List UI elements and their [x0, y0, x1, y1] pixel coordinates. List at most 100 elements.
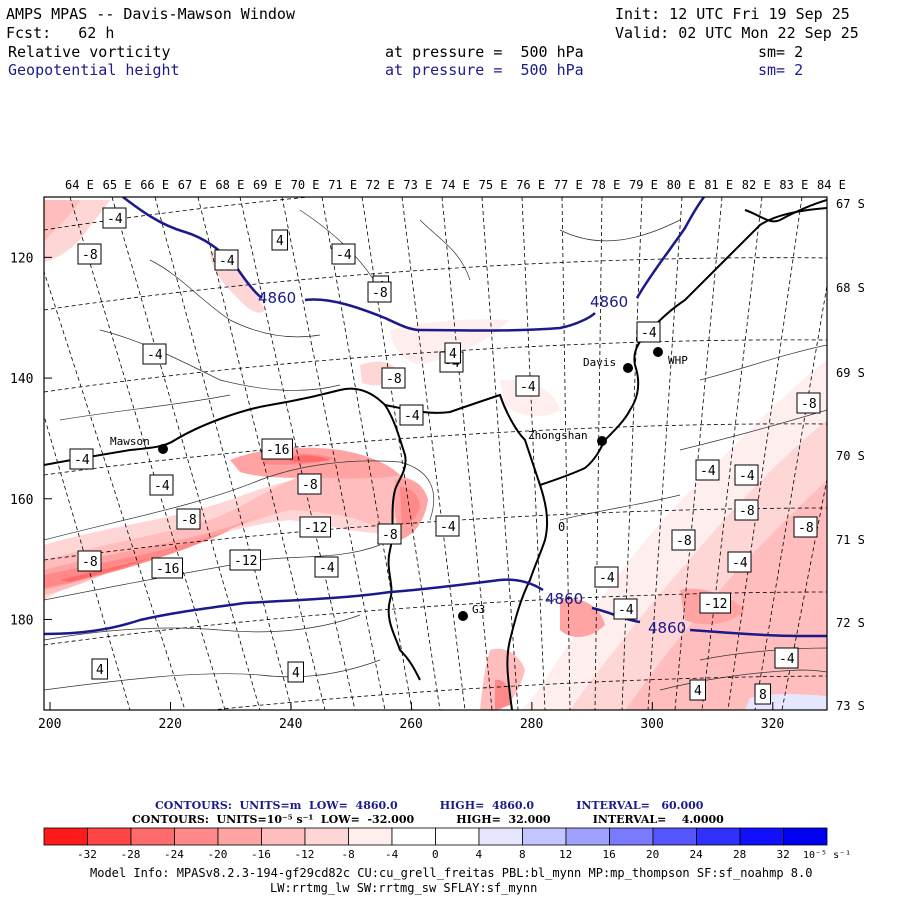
vorticity-contour-label: -4 [734, 464, 759, 486]
svg-text:-8: -8 [372, 286, 388, 301]
y-tick-label: 140 [10, 372, 33, 387]
vorticity-contour-label: -4 [142, 343, 167, 365]
vorticity-contour-label: 4 [444, 342, 461, 364]
station-label-g3: G3 [472, 603, 485, 616]
colorbar-label: 32 [777, 848, 790, 861]
vorticity-contour-label: 4 [91, 658, 108, 680]
y-tick-label: 160 [10, 493, 33, 508]
vorticity-contour-label: 8 [754, 683, 771, 705]
x-tick-label: 300 [640, 717, 663, 732]
colorbar-swatch [174, 827, 219, 846]
svg-text:4: 4 [694, 684, 702, 699]
lon-label: 74 E [441, 178, 470, 192]
colorbar-label: -16 [251, 848, 271, 861]
vorticity-contour-label: -4 [594, 566, 619, 588]
x-tick-label: 320 [761, 717, 784, 732]
lon-label: 77 E [554, 178, 583, 192]
svg-text:4: 4 [96, 663, 104, 678]
vorticity-contour-label: -8 [793, 516, 818, 538]
vorticity-contour-info: CONTOURS: UNITS=10⁻⁵ s⁻¹ LOW= -32.000 HI… [132, 813, 724, 826]
field2-smoothing: sm= 2 [758, 61, 804, 79]
colorbar-label: 0 [432, 848, 439, 861]
coastline [44, 199, 827, 710]
model-info-line2: LW:rrtmg_lw SW:rrtmg_sw SFLAY:sf_mynn [270, 881, 538, 895]
colorbar-label: 8 [519, 848, 526, 861]
colorbar-swatch [130, 827, 175, 846]
colorbar-label: 4 [476, 848, 483, 861]
init-time: Init: 12 UTC Fri 19 Sep 25 [615, 5, 850, 23]
vorticity-contour-label: -8 [734, 499, 759, 521]
vorticity-contour-label: -12 [229, 549, 261, 571]
station-label-mawson: Mawson [110, 435, 150, 448]
vorticity-contour-label: 0 [558, 520, 565, 534]
svg-text:-8: -8 [386, 372, 402, 387]
x-tick-label: 280 [520, 717, 543, 732]
svg-text:-8: -8 [82, 555, 98, 570]
vorticity-contour-label: -8 [297, 473, 322, 495]
vorticity-contour-label: -4 [69, 448, 94, 470]
lat-label: 67 S [836, 197, 865, 211]
lon-label: 68 E [215, 178, 244, 192]
colorbar-label: 16 [603, 848, 616, 861]
svg-text:-4: -4 [440, 520, 456, 535]
colorbar-swatch [652, 827, 697, 846]
svg-text:-8: -8 [82, 248, 98, 263]
svg-text:-8: -8 [798, 521, 814, 536]
svg-text:-4: -4 [618, 603, 634, 618]
vorticity-contour-label: -4 [314, 556, 339, 578]
field2-name: Geopotential height [8, 61, 180, 79]
lon-label: 82 E [742, 178, 771, 192]
colorbar-swatch [565, 827, 610, 846]
lon-label: 80 E [667, 178, 696, 192]
vorticity-contour-label: -4 [613, 598, 638, 620]
svg-text:-12: -12 [234, 554, 257, 569]
lon-label: 79 E [629, 178, 658, 192]
colorbar-swatch [261, 827, 306, 846]
svg-text:-4: -4 [74, 453, 90, 468]
svg-text:-4: -4 [520, 380, 536, 395]
lat-label: 73 S [836, 699, 865, 713]
colorbar-swatch [609, 827, 654, 846]
height-contour-label: 4860 [590, 293, 628, 311]
vorticity-contour-label: -4 [636, 321, 661, 343]
svg-text:-8: -8 [181, 513, 197, 528]
station-label-zhongshan: Zhongshan [528, 429, 588, 442]
station-label-whp: WHP [668, 354, 688, 367]
svg-text:-4: -4 [739, 469, 755, 484]
x-tick-label: 240 [279, 717, 302, 732]
colorbar-label: 28 [733, 848, 746, 861]
lon-label: 83 E [779, 178, 808, 192]
vorticity-contour-label: 4 [287, 661, 304, 683]
svg-text:0: 0 [558, 520, 565, 534]
lon-label: 70 E [291, 178, 320, 192]
lon-label: 76 E [516, 178, 545, 192]
colorbar-units: 10⁻⁵ s⁻¹ [803, 850, 851, 861]
height-contour-label: 4860 [545, 590, 583, 608]
colorbar-label: 12 [559, 848, 572, 861]
latlon-grid [44, 197, 827, 710]
vorticity-contour-label: -4 [399, 404, 424, 426]
vorticity-contour-label: -4 [214, 249, 239, 271]
lon-label: 66 E [140, 178, 169, 192]
colorbar-swatch [478, 827, 523, 846]
svg-text:-16: -16 [266, 443, 289, 458]
y-tick-label: 180 [10, 613, 33, 628]
lon-label: 71 E [328, 178, 357, 192]
station-markers [158, 347, 663, 621]
vorticity-contour-label: -8 [367, 281, 392, 303]
colorbar-label: -12 [295, 848, 315, 861]
svg-text:-8: -8 [739, 504, 755, 519]
model-info-line1: Model Info: MPASv8.2.3-194-gf29cd82c CU:… [90, 866, 813, 880]
lat-label: 68 S [836, 281, 865, 295]
vorticity-contour-label: -12 [699, 592, 731, 614]
x-tick-label: 200 [38, 717, 61, 732]
station-davis-marker [623, 363, 633, 373]
lon-label: 69 E [253, 178, 282, 192]
colorbar-label: -4 [385, 848, 399, 861]
vorticity-contour-label: -12 [299, 516, 331, 538]
vorticity-contour-label: -4 [331, 243, 356, 265]
vorticity-contour-label: -16 [151, 557, 183, 579]
field2-level: at pressure = 500 hPa [385, 61, 584, 79]
colorbar-swatch [43, 827, 88, 846]
